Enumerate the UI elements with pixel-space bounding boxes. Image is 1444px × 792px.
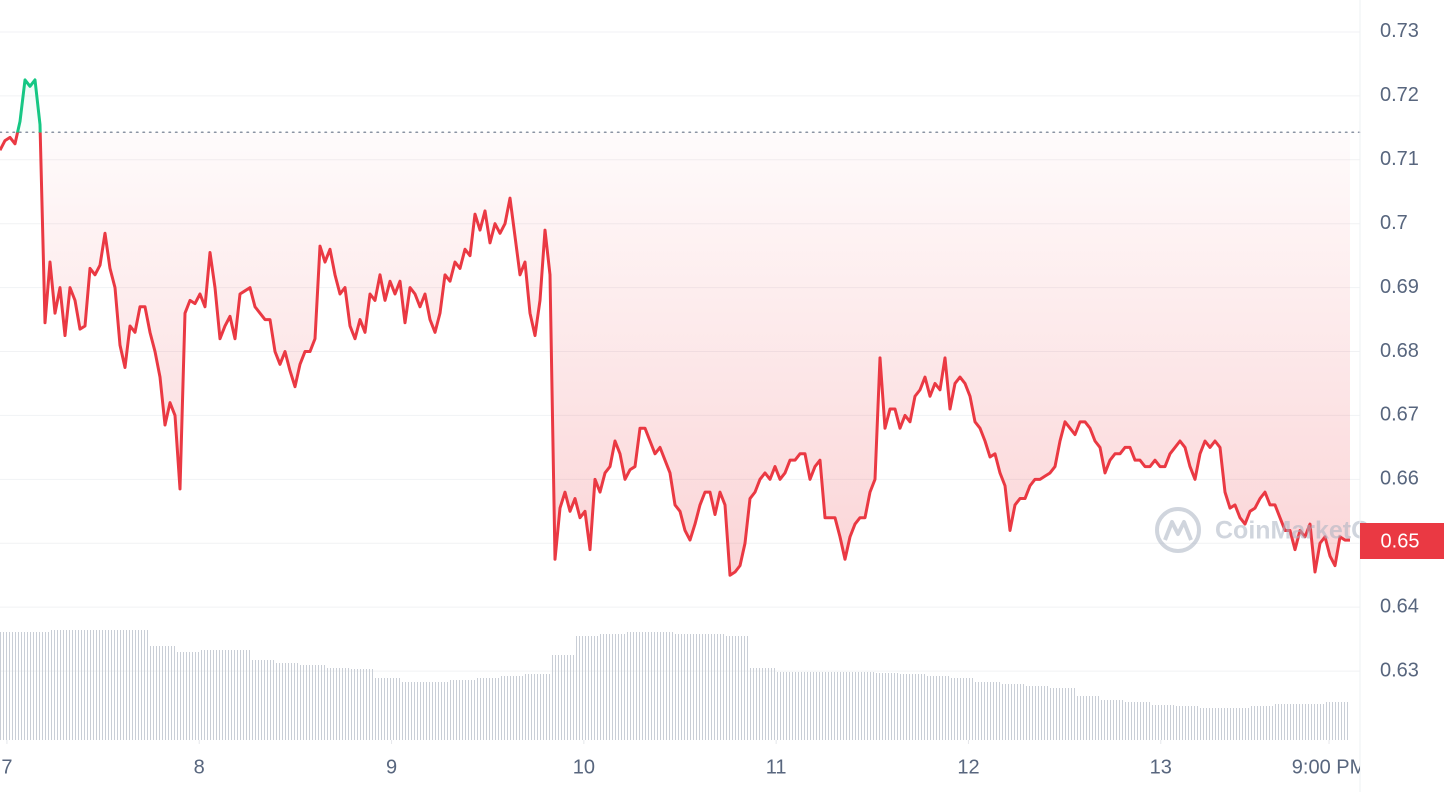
y-tick-label: 0.64 — [1380, 595, 1419, 617]
volume-bar — [925, 676, 950, 740]
volume-bar — [200, 650, 225, 740]
volume-bar — [1000, 684, 1025, 740]
volume-bar — [275, 663, 300, 740]
volume-bar — [225, 650, 250, 740]
x-tick-label: 12 — [957, 756, 979, 778]
volume-bar — [150, 646, 175, 740]
volume-bar — [350, 669, 375, 740]
volume-bar — [600, 634, 625, 740]
volume-bar — [550, 655, 575, 740]
x-tick-label: 10 — [573, 756, 595, 778]
volume-bar — [1075, 696, 1100, 740]
watermark-logo — [1155, 507, 1201, 553]
volume-bar — [1175, 706, 1200, 740]
volume-bar — [75, 630, 100, 740]
volume-bar — [475, 678, 500, 740]
y-tick-label: 0.72 — [1380, 84, 1419, 106]
volume-bar — [1300, 704, 1325, 740]
volume-bar — [700, 634, 725, 740]
volume-bar — [775, 672, 800, 740]
volume-bar — [1125, 702, 1150, 740]
price-label-box — [1360, 523, 1444, 559]
volume-bar — [500, 676, 525, 740]
volume-bar — [525, 674, 550, 740]
volume-bar — [1250, 706, 1275, 740]
volume-bar — [1225, 708, 1250, 740]
x-tick-label: 7 — [1, 756, 12, 778]
volume-bar — [950, 678, 975, 740]
volume-bar — [625, 632, 650, 740]
volume-bar — [1150, 705, 1175, 740]
volume-bar — [175, 652, 200, 740]
x-tick-label: 9:00 PM — [1292, 756, 1366, 778]
volume-bar — [375, 678, 400, 740]
x-axis: 7 8 9 10 11 12 13 9:00 PM — [1, 740, 1366, 778]
y-tick-label: 0.69 — [1380, 276, 1419, 298]
volume-bar — [1325, 702, 1350, 740]
price-area — [0, 79, 1350, 576]
watermark-logo-mark — [1163, 520, 1193, 541]
volume-bar — [1025, 686, 1050, 740]
y-tick-label: 0.68 — [1380, 340, 1419, 362]
volume-bar — [125, 630, 150, 740]
volume-bar — [650, 632, 675, 740]
volume-bar — [850, 672, 875, 740]
x-tick-label: 13 — [1150, 756, 1172, 778]
volume-bar — [1275, 704, 1300, 740]
volume-bar — [875, 673, 900, 740]
y-tick-label: 0.63 — [1380, 659, 1419, 681]
price-line — [0, 78, 1350, 577]
y-tick-label: 0.66 — [1380, 468, 1419, 490]
volume-bar — [425, 682, 450, 740]
volume-bar — [25, 632, 50, 740]
volume-bar — [400, 682, 425, 740]
volume-bar — [725, 636, 750, 740]
volume-bar — [800, 672, 825, 740]
volume-bar — [300, 665, 325, 740]
x-tick-label: 11 — [766, 756, 787, 778]
volume-bar — [50, 630, 75, 740]
volume-bar — [1050, 688, 1075, 740]
y-tick-label: 0.73 — [1380, 20, 1419, 42]
volume-bar — [575, 636, 600, 740]
volume-bar — [100, 630, 125, 740]
volume-bar — [900, 674, 925, 740]
y-tick-label: 0.67 — [1380, 404, 1419, 426]
volume-bar — [0, 632, 25, 740]
volume-bar — [675, 634, 700, 740]
y-tick-label: 0.71 — [1380, 148, 1419, 170]
volume-bar — [250, 660, 275, 740]
volume-bar — [975, 682, 1000, 740]
y-tick-label: 0.7 — [1380, 212, 1408, 234]
volume-bar — [1100, 700, 1125, 740]
x-tick-label: 9 — [386, 756, 397, 778]
volume-bar — [750, 668, 775, 740]
volume-bar — [825, 672, 850, 740]
x-tick-label: 8 — [194, 756, 205, 778]
price-label: 0.65 — [1381, 530, 1420, 552]
volume-bar — [325, 668, 350, 740]
volume-bar — [450, 680, 475, 740]
volume-bar — [1200, 708, 1225, 740]
